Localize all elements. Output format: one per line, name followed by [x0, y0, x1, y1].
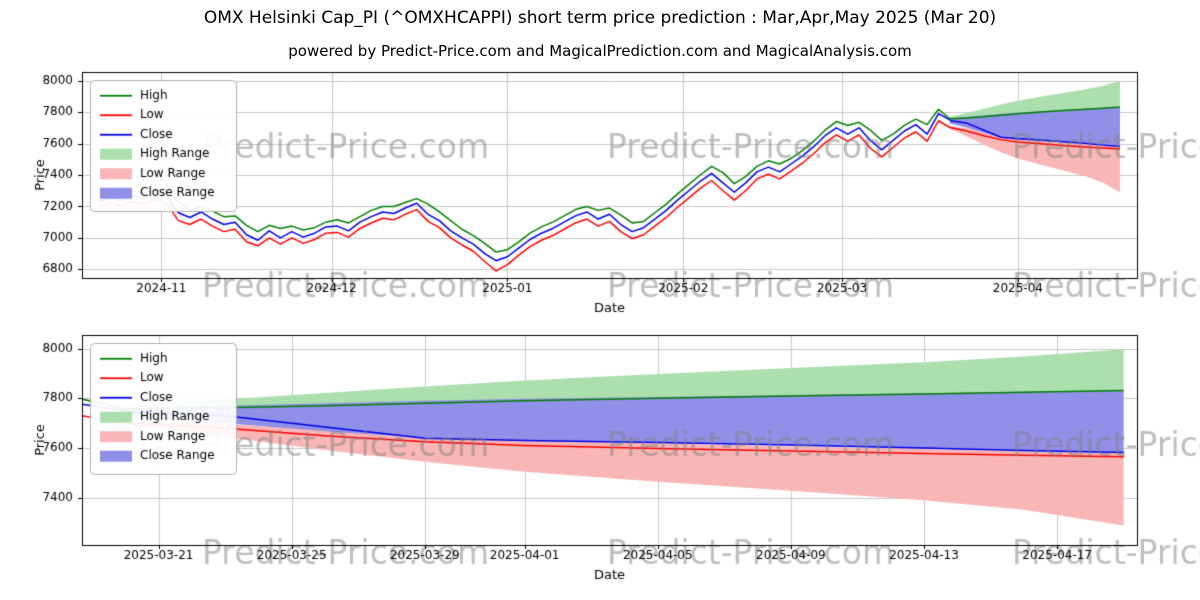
- chart-subtitle: powered by Predict-Price.com and Magical…: [288, 42, 912, 60]
- chart-title: OMX Helsinki Cap_PI (^OMXHCAPPI) short t…: [203, 8, 997, 28]
